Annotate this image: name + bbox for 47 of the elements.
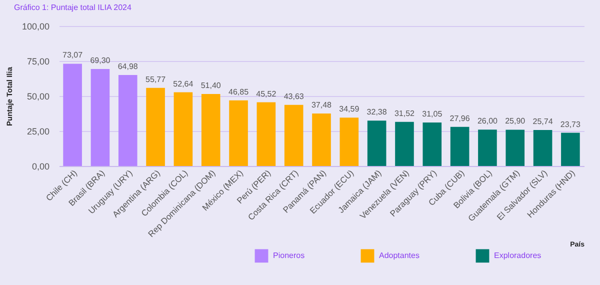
bar (450, 126, 470, 166)
bar (63, 64, 82, 166)
y-tick-label: 50,00 (26, 92, 50, 102)
data-label: 31,05 (422, 110, 443, 119)
bar (90, 68, 110, 166)
bar (478, 130, 497, 166)
y-tick-label: 25,00 (26, 126, 50, 136)
y-tick-label: 100,00 (22, 22, 50, 32)
bar (340, 118, 359, 166)
y-tick-label: 0,00 (32, 162, 50, 172)
data-label: 31,52 (394, 108, 416, 118)
legend-label: Adoptantes (379, 250, 420, 260)
bar (422, 122, 442, 166)
data-label: 45,52 (256, 89, 277, 98)
data-label: 43,63 (284, 92, 304, 101)
bar (312, 114, 331, 166)
bar (118, 75, 138, 166)
data-label: 26,00 (477, 116, 498, 126)
bar (284, 104, 304, 166)
bar (256, 102, 276, 166)
bar (367, 120, 386, 166)
data-label: 25,74 (532, 116, 554, 126)
data-label: 34,59 (339, 104, 360, 114)
bar (229, 100, 248, 166)
data-label: 69,30 (90, 56, 111, 65)
data-label: 55,77 (146, 74, 166, 84)
bar (395, 122, 414, 166)
data-label: 25,90 (505, 116, 526, 126)
bar (201, 94, 220, 166)
data-label: 52,64 (173, 79, 194, 88)
chart-title: Gráfico 1: Puntaje total ILIA 2024 (14, 3, 132, 12)
bar (146, 88, 165, 166)
data-label: 64,98 (118, 62, 138, 72)
data-label: 46,85 (228, 87, 250, 96)
data-label: 73,07 (62, 50, 84, 60)
data-label: 32,38 (366, 108, 388, 117)
data-label: 23,73 (560, 120, 581, 129)
bar (533, 130, 552, 166)
data-label: 27,96 (450, 114, 470, 123)
bar (174, 92, 193, 166)
data-label: 37,48 (311, 100, 332, 110)
bar (561, 132, 580, 166)
legend-label: Exploradores (494, 250, 542, 260)
legend-label: Pioneros (273, 250, 305, 260)
y-tick-label: 75,00 (26, 56, 50, 66)
bar (506, 130, 525, 166)
data-label: 51,40 (200, 81, 222, 90)
